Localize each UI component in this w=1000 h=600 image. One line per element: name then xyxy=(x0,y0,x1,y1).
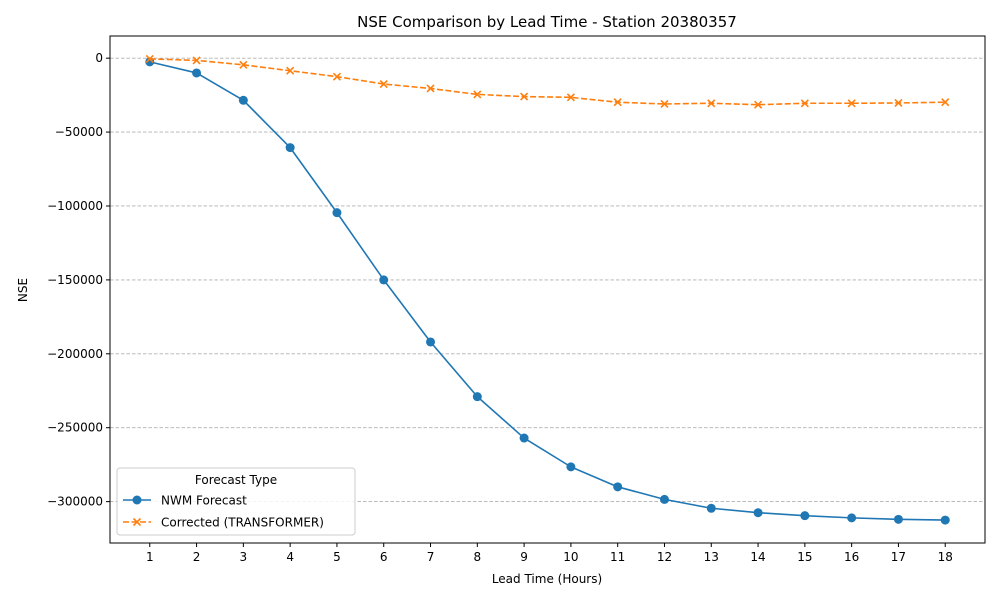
series-line xyxy=(149,58,946,106)
data-point xyxy=(238,95,248,105)
data-point xyxy=(332,72,342,81)
plot-frame xyxy=(109,35,986,544)
data-point xyxy=(239,60,248,69)
data-point xyxy=(426,337,436,347)
y-tick-label: −100000 xyxy=(47,199,103,213)
data-point xyxy=(426,84,435,93)
data-point xyxy=(379,275,389,285)
data-point xyxy=(520,92,529,101)
x-tick-label: 10 xyxy=(563,550,578,564)
data-point xyxy=(613,98,622,107)
legend-label: NWM Forecast xyxy=(161,494,247,508)
data-point xyxy=(379,79,388,89)
data-point xyxy=(472,392,482,402)
data-point xyxy=(894,98,903,108)
x-tick-label: 9 xyxy=(520,550,528,564)
y-axis-label: NSE xyxy=(16,278,30,302)
y-tick-label: −250000 xyxy=(47,421,103,435)
y-tick-label: −50000 xyxy=(55,125,103,139)
chart-title: NSE Comparison by Lead Time - Station 20… xyxy=(357,13,737,31)
x-tick-label: 6 xyxy=(380,550,388,564)
y-tick-label: 0 xyxy=(95,51,103,65)
series-line xyxy=(149,61,946,521)
x-tick-label: 17 xyxy=(891,550,906,564)
data-point xyxy=(473,90,482,99)
data-point xyxy=(847,513,857,523)
legend-box xyxy=(116,467,356,536)
data-point xyxy=(519,433,529,443)
x-tick-label: 13 xyxy=(704,550,719,564)
x-tick-label: 18 xyxy=(938,550,953,564)
x-tick-label: 4 xyxy=(286,550,294,564)
x-tick-label: 2 xyxy=(193,550,201,564)
data-point xyxy=(800,511,810,521)
y-axis-ticks: 0 −50000 −100000 −150000 −200000 −250000 −3000… xyxy=(47,51,110,509)
legend-title: Forecast Type xyxy=(195,473,277,487)
data-point xyxy=(285,143,295,153)
data-point xyxy=(192,68,202,78)
x-tick-label: 12 xyxy=(657,550,672,564)
data-point xyxy=(613,482,623,492)
data-point xyxy=(753,508,763,518)
series-nwm-forecast xyxy=(145,57,950,525)
data-point xyxy=(192,56,201,65)
legend-entry: NWM Forecast xyxy=(123,494,247,508)
x-tick-label: 5 xyxy=(333,550,341,564)
legend-marker xyxy=(132,517,142,527)
x-tick-label: 15 xyxy=(797,550,812,564)
data-point xyxy=(659,494,669,504)
gridlines xyxy=(110,57,985,503)
y-tick-label: −200000 xyxy=(47,347,103,361)
data-point xyxy=(753,100,763,109)
data-point xyxy=(332,208,342,218)
data-point xyxy=(566,93,575,102)
data-point xyxy=(847,99,856,108)
x-axis-ticks: 1 2 3 4 5 6 7 8 9 10 11 12 13 14 15 16 17 18 xyxy=(146,543,953,564)
series-layer xyxy=(145,54,950,525)
data-point xyxy=(145,54,154,63)
x-tick-label: 14 xyxy=(750,550,765,564)
x-tick-label: 7 xyxy=(427,550,435,564)
legend: Forecast Type NWM Forecast Corrected (TRA… xyxy=(116,467,356,536)
data-point xyxy=(893,514,903,524)
y-tick-label: −300000 xyxy=(47,495,103,509)
y-tick-label: −150000 xyxy=(47,273,103,287)
data-point xyxy=(286,66,295,75)
data-point xyxy=(941,98,950,107)
series-corrected-transformer xyxy=(145,54,950,109)
data-point xyxy=(707,99,716,108)
data-point xyxy=(706,503,716,513)
legend-marker xyxy=(132,495,142,505)
x-tick-label: 1 xyxy=(146,550,154,564)
data-point xyxy=(566,462,576,472)
legend-label: Corrected (TRANSFORMER) xyxy=(161,516,324,530)
x-tick-label: 3 xyxy=(240,550,248,564)
legend-entry: Corrected (TRANSFORMER) xyxy=(123,516,324,530)
data-point xyxy=(800,99,809,108)
x-tick-label: 8 xyxy=(473,550,481,564)
data-point xyxy=(660,99,669,109)
x-tick-label: 16 xyxy=(844,550,859,564)
x-axis-label: Lead Time (Hours) xyxy=(492,572,602,586)
x-tick-label: 11 xyxy=(610,550,625,564)
data-point xyxy=(940,515,950,525)
legend-entries: NWM Forecast Corrected (TRANSFORMER) xyxy=(123,494,324,530)
